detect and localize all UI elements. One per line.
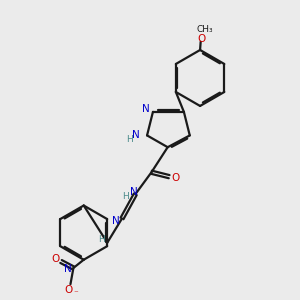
Text: O: O — [171, 173, 179, 183]
Text: O: O — [65, 285, 73, 295]
Text: N: N — [130, 187, 138, 197]
Text: N: N — [132, 130, 140, 140]
Text: H: H — [122, 192, 129, 201]
Text: H: H — [127, 135, 133, 144]
Text: H: H — [98, 235, 105, 244]
Text: ⁻: ⁻ — [74, 289, 78, 298]
Text: N: N — [112, 216, 120, 226]
Text: O: O — [197, 34, 206, 44]
Text: N: N — [64, 264, 72, 274]
Text: O: O — [51, 254, 59, 264]
Text: N: N — [142, 104, 149, 114]
Text: CH₃: CH₃ — [196, 26, 213, 34]
